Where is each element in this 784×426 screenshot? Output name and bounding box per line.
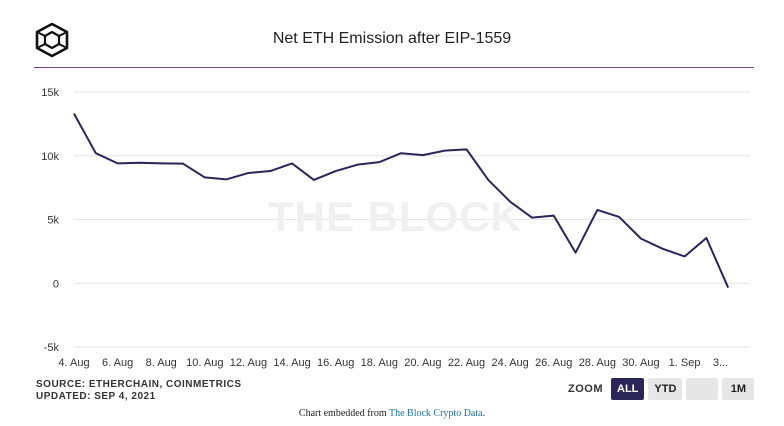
x-tick-label: 3... [713, 357, 728, 369]
data-point[interactable] [441, 147, 449, 155]
the-block-cube-logo-icon [35, 22, 69, 58]
y-tick-label: 10k [41, 151, 59, 163]
title-divider [34, 67, 754, 68]
data-point[interactable] [135, 159, 143, 167]
data-point[interactable] [724, 284, 732, 292]
data-point[interactable] [179, 160, 187, 168]
grid-lines [74, 91, 750, 348]
data-point[interactable] [92, 149, 100, 157]
data-point[interactable] [528, 214, 536, 222]
embed-note-suffix: . [482, 408, 486, 419]
data-point[interactable] [353, 161, 361, 169]
zoom-controls: ZOOM ALL YTD 1M [568, 378, 755, 400]
data-point[interactable] [572, 249, 580, 257]
x-tick-label: 26. Aug [535, 357, 572, 369]
data-point[interactable] [70, 110, 78, 118]
y-axis-labels: 15k 10k 5k 0 -5k [41, 87, 59, 354]
data-point[interactable] [201, 173, 209, 181]
x-tick-label: 18. Aug [361, 357, 398, 369]
x-tick-label: 12. Aug [230, 357, 267, 369]
data-point[interactable] [463, 145, 471, 153]
x-tick-label: 30. Aug [622, 357, 659, 369]
data-point[interactable] [223, 175, 231, 183]
data-point[interactable] [288, 159, 296, 167]
chart-title: Net ETH Emission after EIP-1559 [272, 30, 512, 47]
data-point[interactable] [310, 176, 318, 184]
zoom-button-1m[interactable]: 1M [722, 378, 755, 400]
watermark-text: THE BLOCK [268, 193, 522, 240]
zoom-label: ZOOM [568, 383, 603, 395]
data-point[interactable] [484, 176, 492, 184]
data-point[interactable] [593, 206, 601, 214]
x-tick-label: 24. Aug [491, 357, 528, 369]
data-point[interactable] [419, 151, 427, 159]
data-point[interactable] [659, 245, 667, 253]
embed-note: Chart embedded from The Block Crypto Dat… [0, 408, 784, 419]
data-point[interactable] [157, 159, 165, 167]
x-tick-label: 20. Aug [404, 357, 441, 369]
zoom-button-ytd[interactable]: YTD [648, 378, 683, 400]
series-layer [70, 110, 732, 292]
source-text: SOURCE: ETHERCHAIN, COINMETRICS [36, 379, 242, 390]
x-tick-label: 10. Aug [186, 357, 223, 369]
x-axis-labels: 4. Aug 6. Aug 8. Aug 10. Aug 12. Aug 14. Aug 1… [58, 357, 728, 369]
x-tick-label: 1. Sep [669, 357, 701, 369]
y-tick-label: -5k [44, 342, 60, 354]
data-point[interactable] [615, 213, 623, 221]
data-point[interactable] [397, 149, 405, 157]
data-point[interactable] [637, 235, 645, 243]
data-point[interactable] [244, 169, 252, 177]
embed-source-link[interactable]: The Block Crypto Data [388, 408, 483, 419]
x-tick-label: 16. Aug [317, 357, 354, 369]
embed-note-prefix: Chart embedded from [298, 408, 389, 419]
y-tick-label: 15k [41, 87, 59, 99]
updated-text: UPDATED: SEP 4, 2021 [36, 391, 156, 402]
data-point[interactable] [114, 159, 122, 167]
line-chart: THE BLOCK 15k 10k 5k 0 -5k 4. Aug 6. Aug 8. Au… [41, 87, 750, 369]
x-tick-label: 28. Aug [579, 357, 616, 369]
x-tick-label: 14. Aug [273, 357, 310, 369]
data-point[interactable] [550, 212, 558, 220]
data-point[interactable] [702, 234, 710, 242]
series-line [73, 113, 730, 289]
x-tick-label: 6. Aug [102, 357, 133, 369]
x-tick-label: 8. Aug [146, 357, 177, 369]
data-point[interactable] [506, 198, 514, 206]
zoom-button-blank[interactable] [686, 378, 719, 400]
data-point[interactable] [375, 158, 383, 166]
data-point[interactable] [681, 252, 689, 260]
x-tick-label: 22. Aug [448, 357, 485, 369]
x-tick-label: 4. Aug [58, 357, 89, 369]
data-point[interactable] [266, 167, 274, 175]
footer-source-block: SOURCE: ETHERCHAIN, COINMETRICS UPDATED:… [36, 379, 242, 403]
zoom-button-all[interactable]: ALL [611, 378, 645, 400]
data-point[interactable] [332, 167, 340, 175]
y-tick-label: 0 [53, 278, 59, 290]
y-tick-label: 5k [47, 215, 59, 227]
